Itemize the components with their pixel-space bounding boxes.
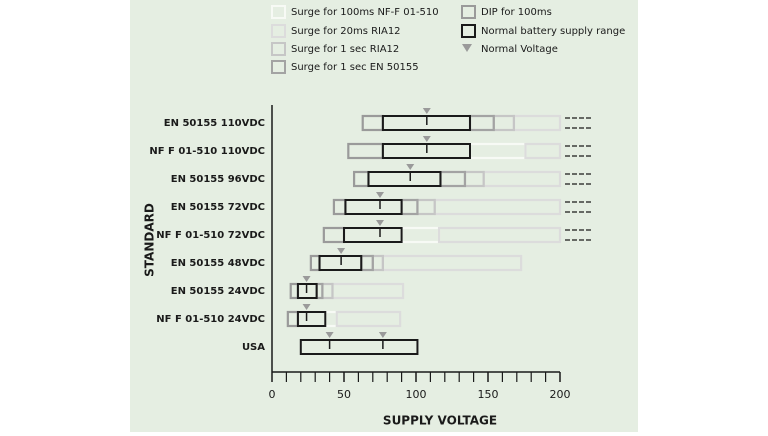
category-label: NF F 01-510 72VDC — [156, 230, 265, 241]
range-bar — [296, 283, 318, 299]
x-tick-label: 100 — [406, 388, 427, 401]
range-bar — [524, 142, 562, 160]
nominal-marker — [376, 220, 384, 226]
category-label: EN 50155 96VDC — [171, 174, 265, 185]
nominal-marker — [422, 136, 431, 142]
legend-marker — [462, 44, 472, 52]
nominal-marker — [376, 192, 384, 198]
category-label: NF F 01-510 24VDC — [156, 314, 265, 325]
range-bar — [343, 227, 403, 243]
legend-label: Surge for 100ms NF-F 01-510 — [291, 7, 439, 18]
legend-label: Normal Voltage — [481, 44, 558, 55]
legend-label: DIP for 100ms — [481, 7, 552, 18]
nominal-marker — [325, 332, 334, 338]
legend-swatch — [461, 24, 476, 38]
x-tick-label: 0 — [269, 388, 276, 401]
range-bar — [344, 199, 403, 215]
legend-label: Surge for 1 sec EN 50155 — [291, 62, 419, 73]
nominal-marker — [302, 304, 311, 310]
range-bar — [299, 339, 419, 355]
nominal-marker — [422, 108, 431, 114]
y-axis-label: STANDARD — [143, 203, 157, 277]
category-label: EN 50155 48VDC — [171, 258, 265, 269]
range-bar — [367, 171, 442, 187]
range-bar — [381, 115, 472, 131]
legend-label: Surge for 20ms RIA12 — [291, 26, 401, 37]
legend-swatch — [271, 24, 286, 38]
category-label: EN 50155 24VDC — [171, 286, 265, 297]
range-bar — [296, 311, 327, 327]
panel — [130, 0, 638, 432]
category-label: EN 50155 110VDC — [164, 118, 265, 129]
category-label: NF F 01-510 110VDC — [149, 146, 265, 157]
range-bar — [381, 143, 472, 159]
x-axis-label: SUPPLY VOLTAGE — [383, 414, 497, 428]
range-bar — [335, 310, 402, 328]
legend-label: Surge for 1 sec RIA12 — [291, 44, 399, 55]
legend-label: Normal battery supply range — [481, 26, 625, 37]
legend-swatch — [461, 5, 476, 19]
nominal-marker — [302, 276, 311, 282]
nominal-marker — [406, 164, 415, 170]
nominal-marker — [337, 248, 346, 254]
legend-swatch — [271, 60, 286, 74]
nominal-marker — [378, 332, 387, 338]
x-tick-label: 200 — [550, 388, 571, 401]
legend-swatch — [271, 5, 286, 19]
legend-swatch — [271, 42, 286, 56]
x-tick-label: 50 — [337, 388, 351, 401]
x-tick-label: 150 — [478, 388, 499, 401]
range-bar — [318, 255, 363, 271]
category-label: EN 50155 72VDC — [171, 202, 265, 213]
range-bar — [437, 226, 562, 244]
category-label: USA — [242, 342, 265, 353]
